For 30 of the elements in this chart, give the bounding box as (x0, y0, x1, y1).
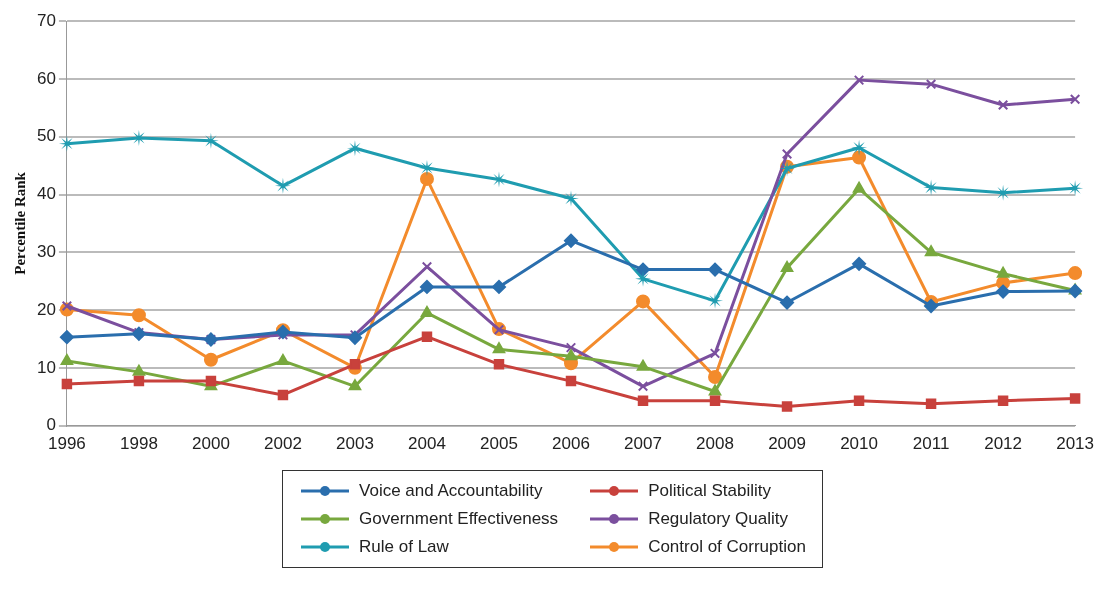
y-tick-label: 50 (36, 126, 56, 146)
y-axis-title: Percentile Rank (11, 171, 28, 275)
y-tick-label: 10 (36, 357, 56, 377)
y-tick-label: 40 (36, 184, 56, 204)
legend-label: Voice and Accountability (359, 481, 543, 501)
x-tick-label: 2003 (336, 434, 374, 454)
x-tick-label: 2004 (408, 434, 446, 454)
legend-label: Regulatory Quality (648, 509, 788, 529)
x-tick-label: 2006 (552, 434, 590, 454)
x-tick-label: 2013 (1056, 434, 1094, 454)
x-tick-label: 2005 (480, 434, 518, 454)
x-tick-label: 2002 (264, 434, 302, 454)
x-tick-label: 2008 (696, 434, 734, 454)
legend-label: Control of Corruption (648, 537, 806, 557)
x-tick-label: 1996 (48, 434, 86, 454)
y-tick-label: 60 (36, 68, 56, 88)
x-tick-label: 2000 (192, 434, 230, 454)
x-tick-label: 2011 (912, 434, 950, 454)
legend-label: Government Effectiveness (359, 509, 559, 529)
x-tick-label: 1998 (120, 434, 158, 454)
x-tick-label: 2012 (984, 434, 1022, 454)
x-tick-label: 2010 (840, 434, 878, 454)
x-tick-label: 2007 (624, 434, 662, 454)
y-tick-label: 70 (36, 10, 56, 30)
x-tick-label: 2009 (768, 434, 806, 454)
legend-label: Rule of Law (359, 537, 449, 557)
y-tick-label: 20 (36, 299, 56, 319)
y-tick-label: 30 (36, 241, 56, 261)
legend-label: Political Stability (648, 481, 771, 501)
y-tick-label: 0 (46, 415, 56, 435)
